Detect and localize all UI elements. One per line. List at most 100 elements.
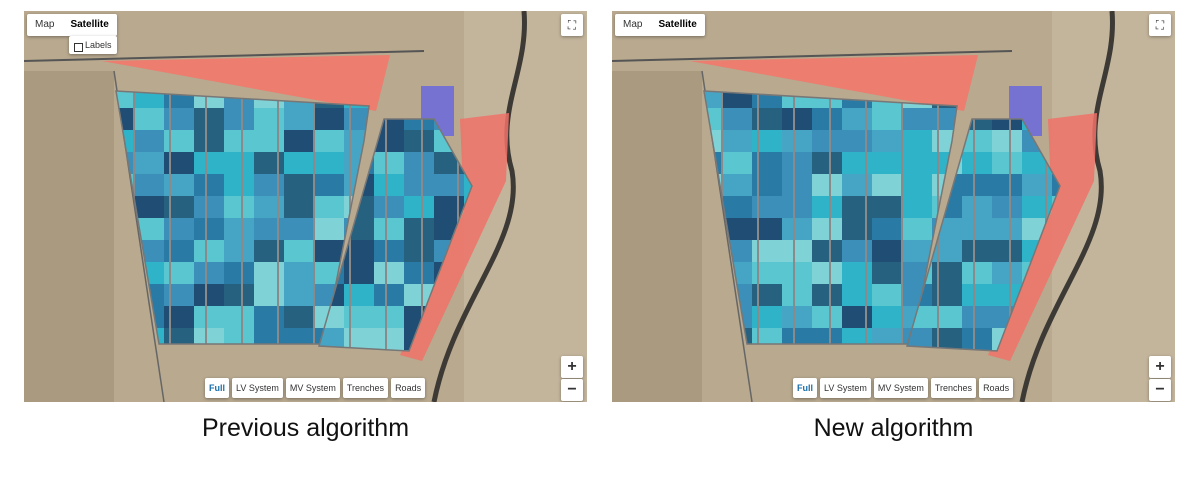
block (902, 174, 932, 196)
block (872, 174, 902, 196)
layer-button[interactable]: MV System (285, 378, 340, 398)
block (872, 218, 902, 240)
block (1052, 174, 1060, 196)
zone-red (690, 55, 978, 111)
satellite-map (24, 11, 587, 402)
zoom-in-button[interactable]: + (1149, 356, 1171, 378)
map-type-button[interactable]: Map (623, 19, 643, 30)
block (962, 306, 992, 328)
block (992, 196, 1022, 218)
block (812, 152, 842, 174)
block (224, 196, 254, 218)
zoom-out-button[interactable]: − (561, 379, 583, 401)
block (752, 152, 782, 174)
satellite-map (612, 11, 1175, 402)
block (842, 328, 872, 344)
block (842, 262, 872, 284)
zoom-in-button[interactable]: + (561, 356, 583, 378)
block (902, 240, 932, 262)
block (752, 218, 782, 240)
map-type-control: Map Satellite (615, 14, 705, 36)
map-type-button[interactable]: Satellite (70, 19, 109, 30)
block (932, 240, 962, 262)
map-type-control: Map Satellite (27, 14, 117, 36)
block (134, 130, 164, 152)
road (612, 50, 1013, 62)
block (164, 328, 194, 344)
zoom-out-button[interactable]: − (1149, 379, 1171, 401)
canyon (431, 11, 527, 402)
block (254, 108, 284, 130)
block (164, 130, 194, 152)
layer-button[interactable]: LV System (820, 378, 871, 398)
layer-button[interactable]: Roads (979, 378, 1014, 398)
fullscreen-button[interactable]: ⛶ (1149, 14, 1171, 36)
block (842, 108, 872, 130)
block (872, 108, 902, 130)
layer-button[interactable]: Full (793, 378, 817, 398)
block (164, 284, 194, 306)
checkbox[interactable] (74, 43, 83, 52)
layer-button[interactable]: LV System (232, 378, 283, 398)
map-type-button[interactable]: Map (35, 19, 55, 30)
block (284, 284, 314, 306)
block (992, 218, 1022, 240)
block (812, 240, 842, 262)
block (992, 284, 1022, 306)
block (314, 152, 344, 174)
layer-control: Full LV System MV System Trenches Roads (205, 378, 426, 398)
block (404, 130, 434, 152)
block (314, 196, 344, 218)
block (314, 218, 344, 240)
block (872, 284, 902, 306)
block (872, 306, 902, 328)
block (842, 196, 872, 218)
block (374, 240, 404, 262)
block (314, 130, 344, 152)
block (992, 130, 1022, 152)
block (116, 91, 134, 108)
fullscreen-button[interactable]: ⛶ (561, 14, 583, 36)
block (164, 306, 194, 328)
block (872, 152, 902, 174)
block (992, 174, 1022, 196)
block (842, 240, 872, 262)
block (194, 108, 224, 130)
block (134, 218, 164, 240)
block (224, 218, 254, 240)
block (872, 328, 902, 344)
block (224, 306, 254, 328)
block (284, 306, 314, 328)
terrain-dark (24, 71, 114, 402)
block (284, 130, 314, 152)
block (254, 328, 284, 344)
block (374, 174, 404, 196)
caption: Previous algorithm (201, 414, 410, 442)
block (404, 152, 434, 174)
layer-button[interactable]: Trenches (930, 378, 977, 398)
block (434, 174, 464, 196)
block (404, 218, 434, 240)
block (782, 218, 812, 240)
layer-button[interactable]: Full (205, 378, 229, 398)
block (164, 218, 194, 240)
block (992, 152, 1022, 174)
block (872, 130, 902, 152)
block (164, 196, 194, 218)
block (134, 152, 164, 174)
labels-toggle[interactable]: Labels (69, 36, 117, 54)
block (314, 108, 344, 130)
layer-button[interactable]: Trenches (342, 378, 389, 398)
layer-button[interactable]: MV System (873, 378, 928, 398)
map-type-button[interactable]: Satellite (658, 19, 697, 30)
block (752, 108, 782, 130)
block (194, 328, 224, 344)
block (962, 284, 992, 306)
block (224, 174, 254, 196)
block (404, 119, 434, 130)
layer-button[interactable]: Roads (391, 378, 426, 398)
block (194, 174, 224, 196)
block (319, 328, 344, 350)
labels-text: Labels (85, 40, 112, 50)
block (344, 306, 374, 328)
